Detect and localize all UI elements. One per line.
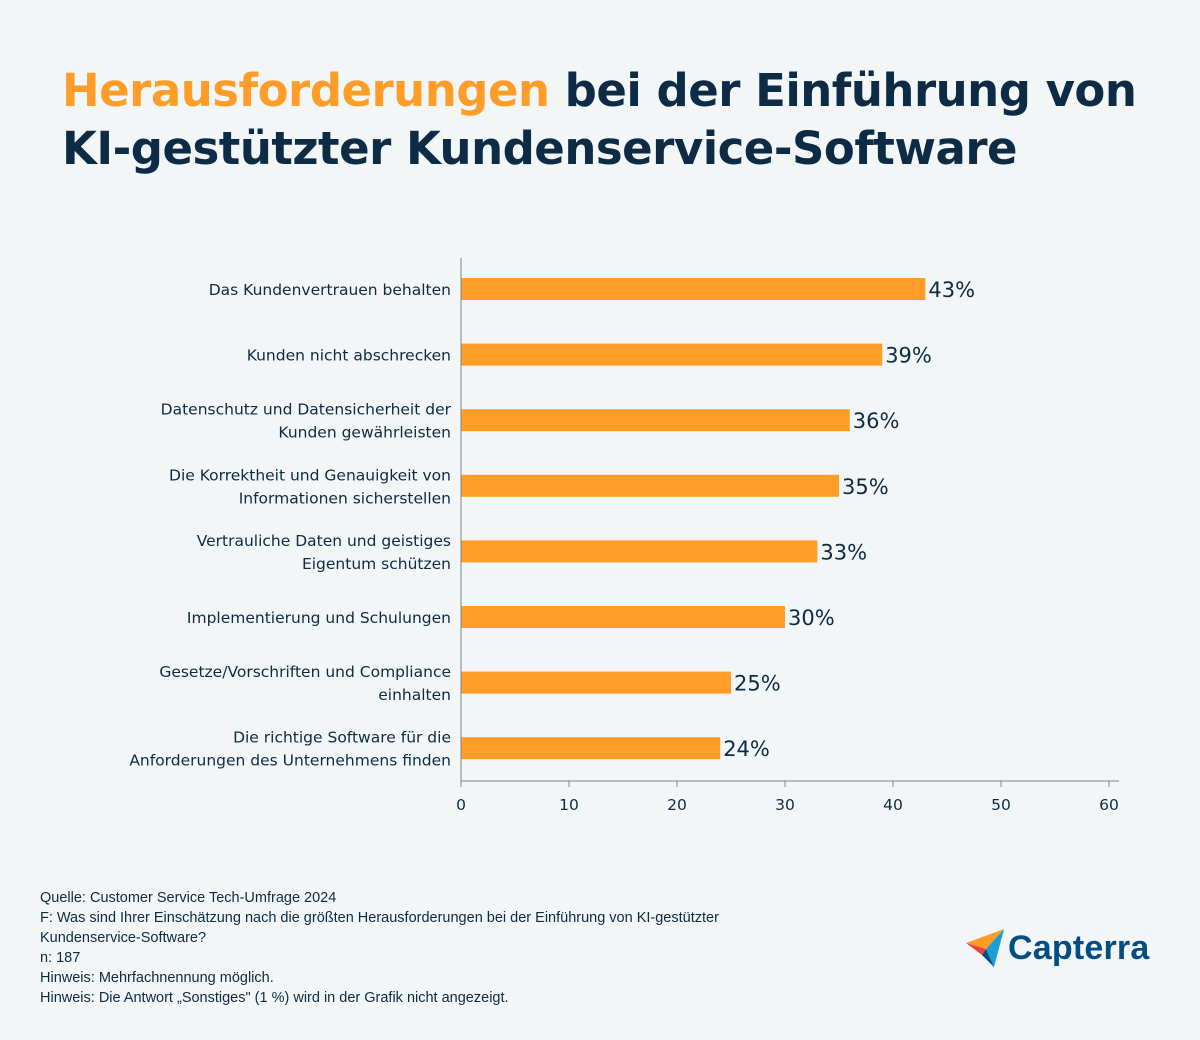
bar	[461, 737, 721, 760]
x-tick-label: 10	[559, 796, 579, 814]
value-label: 43%	[928, 278, 975, 302]
category-label: Implementierung und Schulungen	[187, 609, 451, 627]
hint-note-2: Hinweis: Die Antwort „Sonstiges" (1 %) w…	[40, 990, 509, 1006]
value-label: 25%	[734, 672, 781, 696]
category-label: Datenschutz und Datensicherheit der	[161, 401, 452, 419]
bar	[461, 409, 850, 432]
value-label: 35%	[842, 475, 889, 499]
chart-title: Herausforderungen bei der Einführung von…	[62, 62, 1172, 178]
value-label: 24%	[723, 737, 770, 761]
category-label: Das Kundenvertrauen behalten	[209, 281, 451, 299]
category-label: Gesetze/Vorschriften und Compliance	[159, 663, 451, 681]
question-note-line1: F: Was sind Ihrer Einschätzung nach die …	[40, 910, 719, 926]
capterra-arrow-icon	[966, 929, 1004, 967]
bar	[461, 474, 839, 497]
x-tick-label: 60	[1099, 796, 1119, 814]
source-note: Quelle: Customer Service Tech-Umfrage 20…	[40, 890, 337, 906]
hint-note-1: Hinweis: Mehrfachnennung möglich.	[40, 970, 274, 986]
bar	[461, 671, 731, 694]
x-tick-label: 30	[775, 796, 795, 814]
value-label: 33%	[820, 540, 867, 564]
title-rest-line1: bei der Einführung von	[549, 64, 1137, 117]
value-label: 39%	[885, 344, 932, 368]
category-label: Die richtige Software für die	[233, 729, 451, 747]
x-tick-label: 20	[667, 796, 687, 814]
x-tick-label: 40	[883, 796, 903, 814]
category-label: Eigentum schützen	[302, 555, 451, 573]
question-note-line2: Kundenservice-Software?	[40, 930, 207, 946]
title-highlight: Herausforderungen	[62, 64, 550, 117]
capterra-logo: Capterra	[964, 926, 1149, 970]
category-label: Kunden nicht abschrecken	[247, 347, 451, 365]
value-label: 30%	[788, 606, 835, 630]
category-label: Die Korrektheit und Genauigkeit von	[169, 466, 451, 484]
value-label: 36%	[853, 409, 900, 433]
footnotes: Quelle: Customer Service Tech-Umfrage 20…	[40, 888, 900, 1008]
bar	[461, 278, 926, 300]
logo-text: Capterra	[1008, 928, 1150, 967]
bar	[461, 606, 785, 628]
category-label: einhalten	[378, 686, 451, 704]
bars-group: 43% Das Kundenvertrauen behalten 39% Kunden…	[129, 278, 975, 770]
bar	[461, 343, 883, 366]
sample-size-note: n: 187	[40, 950, 81, 966]
category-label: Anforderungen des Unternehmens finden	[129, 752, 451, 770]
axes-group: 0 10 20 30 40 50 60	[456, 258, 1119, 814]
title-line2: KI-gestützter Kundenservice-Software	[62, 122, 1018, 175]
category-label: Vertrauliche Daten und geistiges	[197, 532, 451, 550]
bar	[461, 540, 818, 563]
bar-chart: 43% Das Kundenvertrauen behalten 39% Kunden…	[129, 258, 1119, 814]
x-tick-label: 50	[991, 796, 1011, 814]
x-tick-label: 0	[456, 796, 466, 814]
category-label: Kunden gewährleisten	[278, 424, 451, 442]
category-label: Informationen sicherstellen	[239, 489, 451, 507]
